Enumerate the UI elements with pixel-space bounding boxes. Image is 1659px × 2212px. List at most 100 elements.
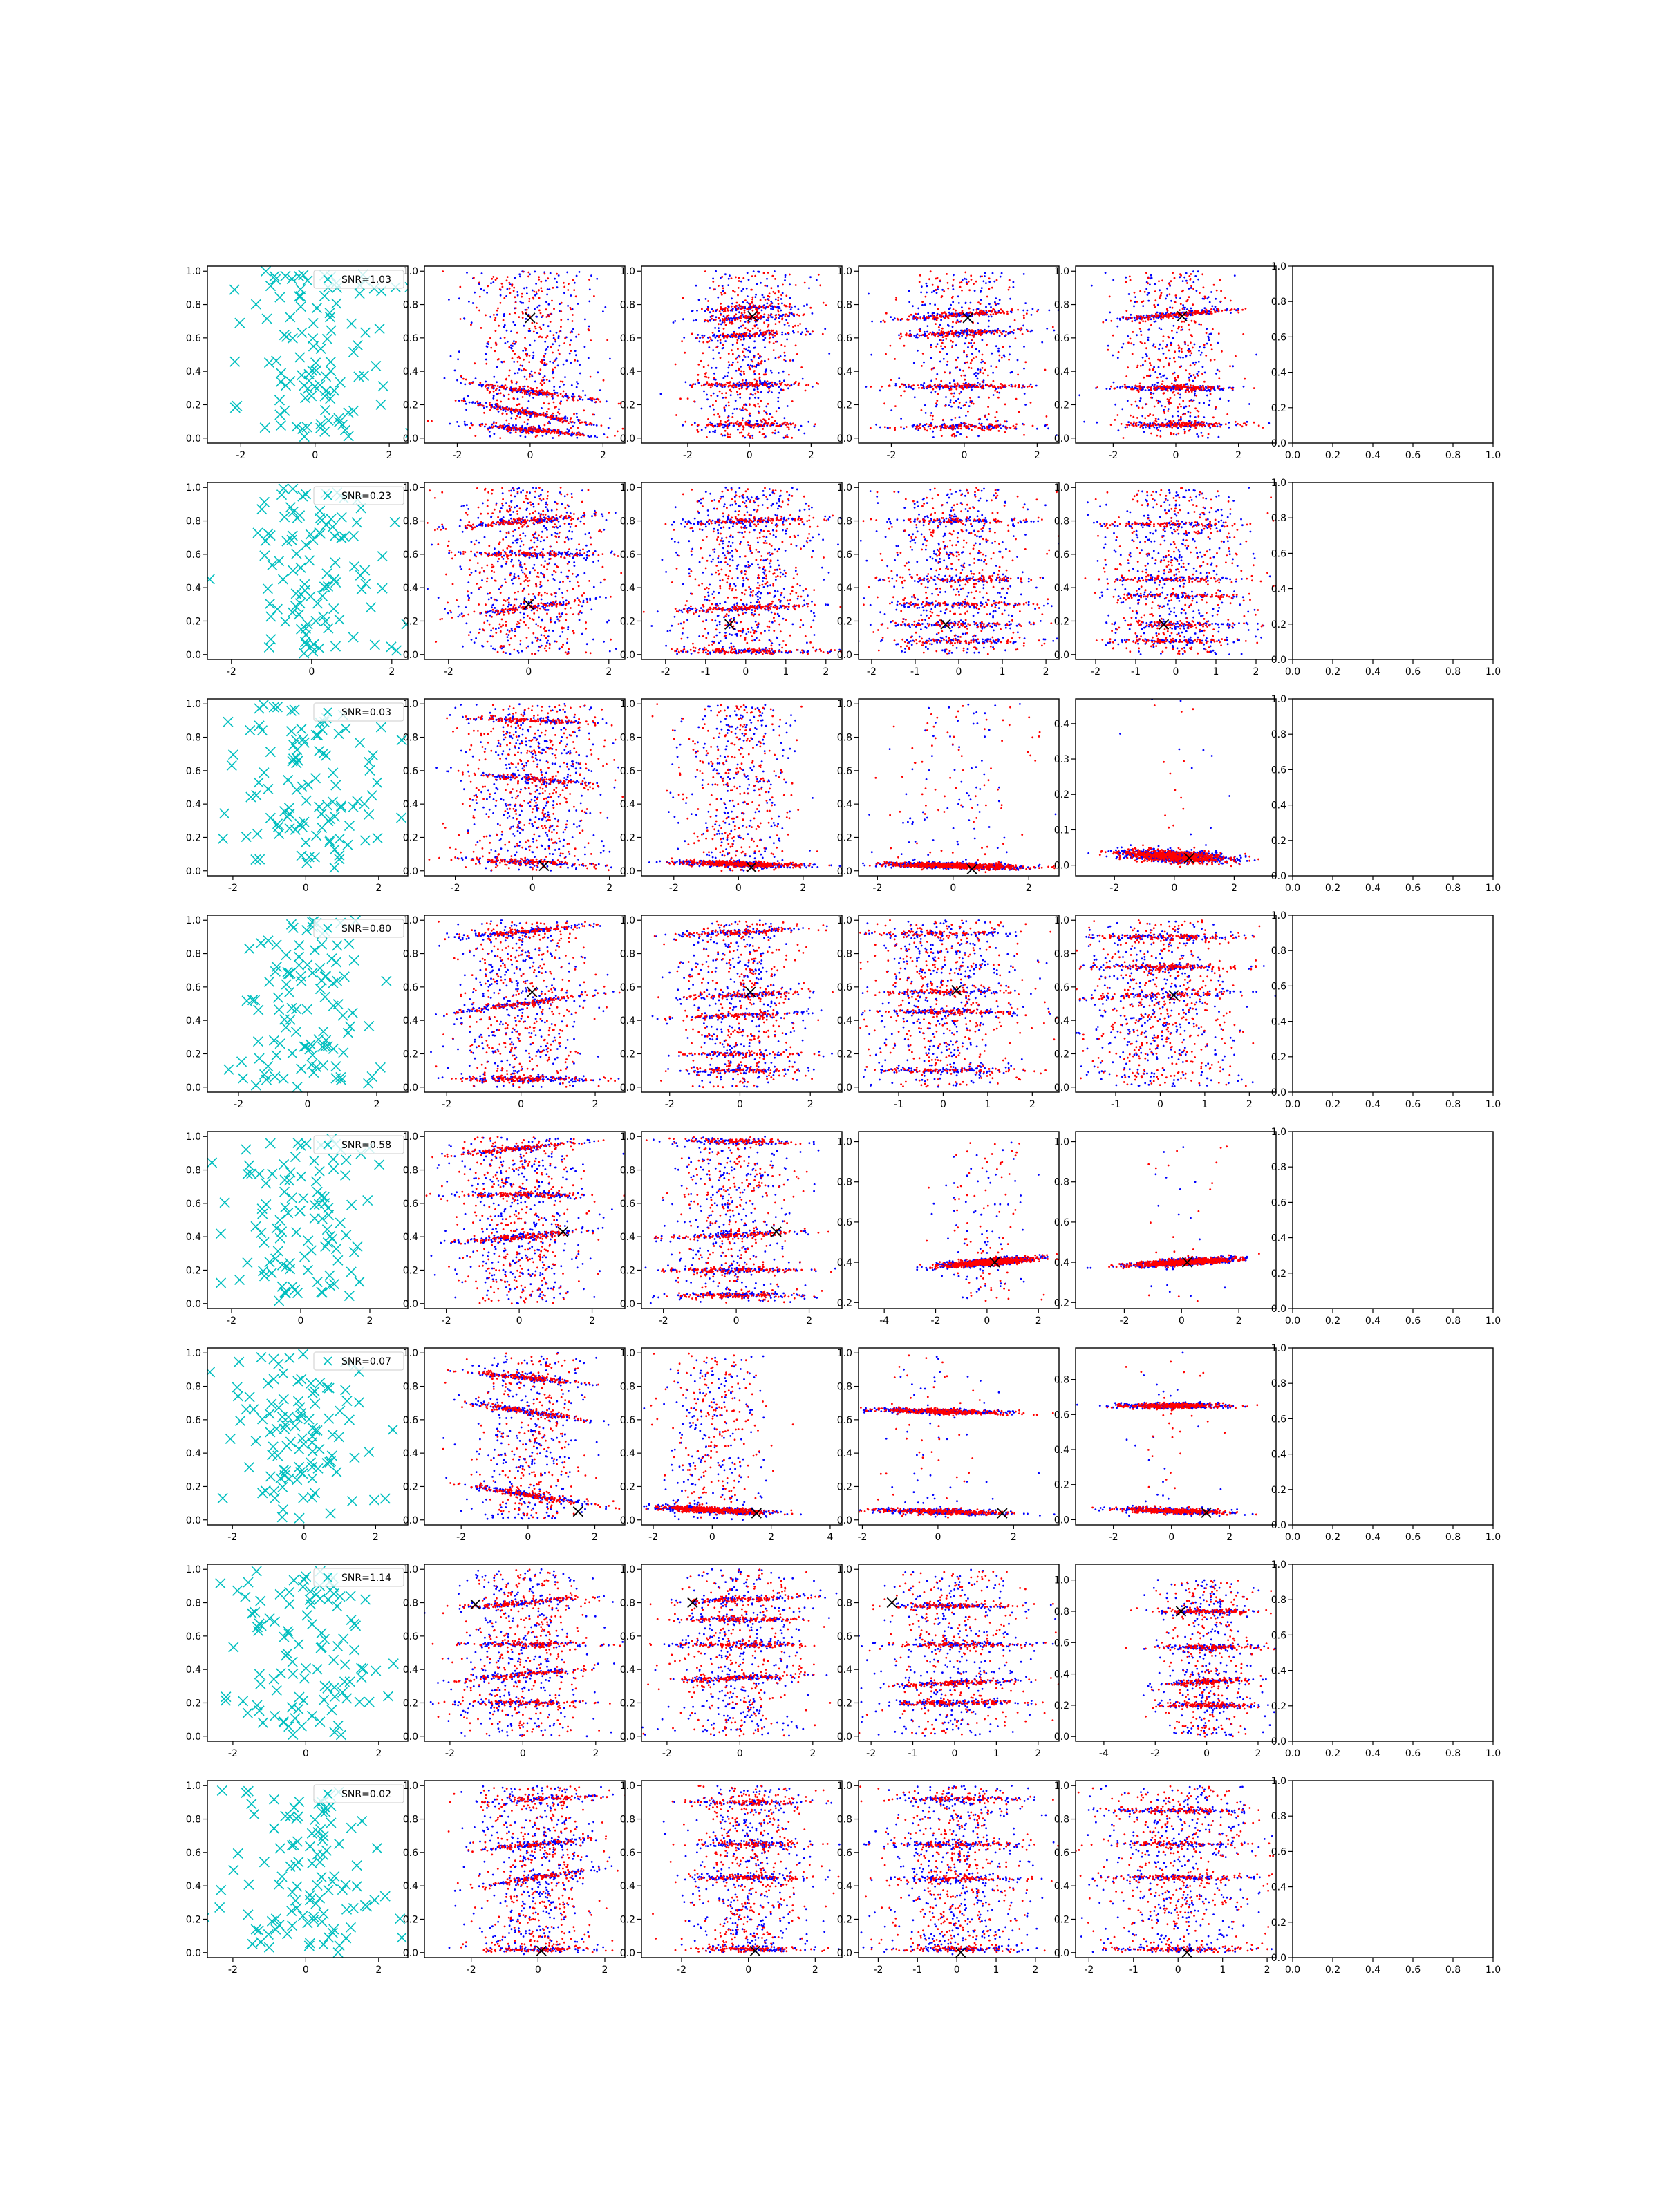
cloud-point bbox=[948, 314, 950, 317]
cloud-panel-r1-c4-ytick-label: 0.4 bbox=[837, 366, 852, 377]
cloud-point bbox=[748, 332, 751, 335]
cloud-point bbox=[565, 359, 568, 362]
cloud-point bbox=[543, 271, 546, 274]
cloud-point bbox=[965, 401, 968, 404]
cloud-point bbox=[1150, 324, 1152, 326]
cloud-point bbox=[941, 386, 944, 389]
cloud-point bbox=[749, 364, 752, 366]
cloud-point bbox=[478, 309, 480, 312]
cloud-point bbox=[682, 297, 684, 299]
cloud-point bbox=[480, 385, 483, 388]
cloud-point bbox=[999, 423, 1002, 426]
cloud-point bbox=[964, 378, 966, 381]
cloud-point bbox=[1179, 297, 1181, 299]
cloud-point bbox=[574, 350, 577, 353]
cloud-point bbox=[1232, 365, 1235, 368]
cloud-point bbox=[988, 310, 991, 312]
cloud-point bbox=[754, 305, 757, 308]
cloud-point bbox=[1172, 324, 1175, 327]
cloud-point bbox=[719, 339, 722, 341]
cloud-point bbox=[973, 425, 976, 428]
cloud-point bbox=[744, 321, 747, 323]
cloud-point bbox=[948, 325, 950, 327]
cloud-point bbox=[489, 315, 491, 318]
cloud-point bbox=[704, 298, 707, 300]
cloud-point bbox=[997, 303, 1000, 305]
cloud-point bbox=[532, 391, 534, 393]
cloud-point bbox=[967, 312, 970, 314]
cloud-point bbox=[570, 339, 572, 342]
cloud-point bbox=[1182, 356, 1184, 359]
cloud-point bbox=[497, 411, 500, 413]
cloud-point bbox=[759, 299, 762, 301]
cloud-point bbox=[535, 315, 538, 318]
cloud-point bbox=[545, 279, 547, 282]
cloud-point bbox=[538, 429, 541, 431]
cloud-point bbox=[719, 420, 722, 422]
cloud-point bbox=[946, 364, 948, 366]
cloud-point bbox=[979, 368, 982, 371]
cloud-panel-r1-c4-ytick-label: 0.6 bbox=[837, 333, 852, 344]
cloud-point bbox=[1199, 346, 1201, 348]
cloud-point bbox=[570, 417, 572, 420]
cloud-point bbox=[743, 373, 745, 375]
cloud-point bbox=[534, 339, 536, 342]
cloud-point bbox=[538, 278, 541, 281]
cloud-point bbox=[969, 397, 971, 399]
cloud-point bbox=[561, 395, 564, 397]
cyan-x-marker bbox=[295, 301, 306, 312]
cloud-point bbox=[684, 420, 687, 423]
cloud-point bbox=[935, 333, 937, 335]
cloud-point bbox=[950, 392, 953, 395]
cloud-point bbox=[709, 311, 711, 314]
cloud-point bbox=[956, 427, 959, 429]
cloud-point bbox=[917, 336, 919, 339]
cloud-point bbox=[930, 291, 933, 294]
cloud-point bbox=[787, 387, 789, 390]
cyan-x-marker bbox=[270, 274, 281, 285]
cloud-point bbox=[1224, 309, 1226, 311]
cloud-point bbox=[735, 386, 738, 388]
cloud-point bbox=[691, 332, 693, 335]
cloud-point bbox=[786, 338, 788, 341]
cyan-x-marker bbox=[274, 395, 285, 406]
cloud-point bbox=[749, 384, 751, 386]
cloud-point bbox=[751, 382, 753, 384]
cloud-point bbox=[1117, 429, 1120, 432]
cloud-point bbox=[782, 436, 785, 439]
cloud-point bbox=[720, 302, 722, 305]
cloud-point bbox=[724, 386, 726, 388]
cloud-point bbox=[756, 380, 758, 383]
cloud-point bbox=[549, 321, 552, 323]
cloud-point bbox=[778, 406, 780, 409]
cloud-point bbox=[1016, 359, 1019, 362]
cloud-point bbox=[579, 434, 582, 436]
cloud-point bbox=[518, 355, 520, 358]
cloud-point bbox=[811, 312, 814, 315]
cloud-point bbox=[555, 416, 558, 419]
cloud-point bbox=[590, 435, 592, 438]
cloud-point bbox=[1185, 405, 1188, 408]
cloud-point bbox=[460, 375, 462, 377]
cloud-point bbox=[1051, 326, 1054, 328]
cloud-point bbox=[740, 422, 743, 424]
cloud-point bbox=[965, 415, 967, 417]
cloud-point bbox=[987, 325, 990, 328]
cloud-point bbox=[1156, 303, 1159, 306]
cloud-point bbox=[988, 319, 990, 322]
cloud-point bbox=[744, 408, 747, 411]
cloud-point bbox=[527, 389, 530, 391]
cloud-point bbox=[1189, 428, 1191, 431]
cloud-point bbox=[568, 352, 571, 355]
cloud-point bbox=[724, 383, 727, 386]
cloud-point bbox=[505, 413, 508, 415]
cloud-point bbox=[939, 332, 941, 335]
marker-panel-r1-xtick-label: 2 bbox=[386, 450, 393, 461]
cloud-panel-r1-c3-ytick-label: 0.8 bbox=[620, 300, 635, 311]
cloud-point bbox=[567, 305, 569, 307]
cloud-point bbox=[757, 327, 759, 330]
cloud-point bbox=[973, 341, 975, 344]
cloud-point bbox=[522, 270, 525, 273]
cloud-point bbox=[1201, 389, 1204, 391]
cloud-point bbox=[963, 332, 965, 334]
